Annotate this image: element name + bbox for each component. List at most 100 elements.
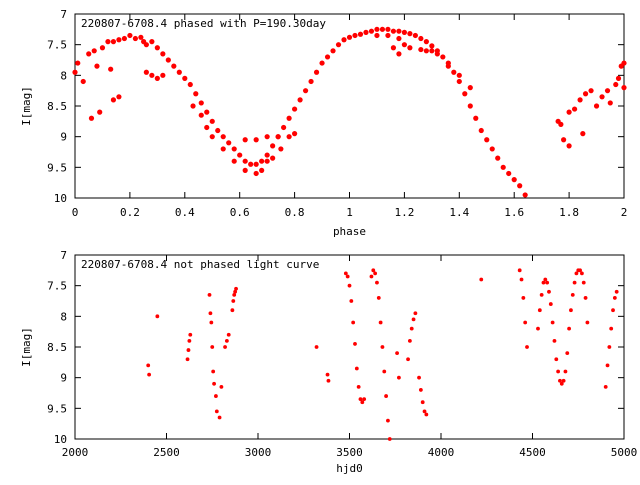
data-point — [357, 31, 364, 37]
data-point — [248, 161, 254, 167]
data-point — [374, 26, 380, 32]
data-point — [407, 31, 413, 37]
data-point — [422, 409, 427, 414]
data-point — [253, 170, 259, 177]
y-tick-label: 9.5 — [47, 402, 67, 415]
data-point — [149, 39, 155, 45]
data-point — [232, 292, 237, 297]
x-tick-label: 3000 — [245, 446, 272, 459]
data-point — [286, 134, 292, 140]
x-tick-label: 4500 — [519, 446, 546, 459]
data-point — [614, 289, 619, 294]
data-point — [160, 51, 166, 57]
data-point — [259, 167, 265, 173]
data-points — [146, 268, 619, 441]
data-point — [155, 314, 160, 319]
data-point — [609, 326, 614, 331]
data-point — [511, 177, 517, 183]
data-point — [91, 48, 97, 54]
data-point — [226, 332, 231, 337]
data-point — [358, 397, 363, 402]
data-point — [580, 271, 584, 276]
y-tick-label: 7 — [60, 8, 67, 21]
data-point — [165, 57, 171, 63]
data-point — [423, 39, 429, 45]
data-point — [160, 72, 166, 78]
y-tick-label: 9.5 — [47, 161, 67, 174]
y-tick-label: 10 — [54, 192, 67, 205]
data-point — [132, 35, 138, 42]
data-point — [593, 103, 600, 109]
data-point — [209, 320, 214, 325]
data-point — [378, 320, 383, 325]
data-point — [226, 140, 232, 146]
data-point — [275, 134, 281, 140]
data-point — [97, 109, 103, 115]
data-point — [417, 375, 421, 380]
x-tick-label: 0.2 — [120, 206, 140, 219]
data-point — [445, 63, 451, 69]
unphased-light-curve-plot: 2000 2500 3000 3500 4000 4500 5000 7 7.5 8 8.5 9 9.5… — [20, 249, 637, 475]
data-point — [219, 384, 224, 389]
data-point — [149, 72, 155, 78]
data-point — [281, 124, 287, 131]
data-point — [105, 39, 111, 45]
data-point — [182, 75, 188, 81]
data-point — [429, 43, 435, 49]
data-point — [418, 35, 424, 42]
data-point — [72, 69, 78, 75]
data-point — [613, 81, 619, 88]
data-point — [605, 363, 610, 368]
data-point — [556, 369, 561, 374]
data-point — [547, 289, 551, 294]
data-point — [121, 35, 128, 42]
data-point — [397, 375, 401, 380]
data-point — [242, 167, 248, 173]
data-point — [552, 338, 557, 343]
x-tick-label: 0.8 — [285, 206, 305, 219]
y-tick-label: 9 — [60, 372, 67, 385]
data-point — [621, 60, 627, 66]
data-point — [369, 274, 374, 279]
data-point — [94, 63, 100, 69]
data-point — [569, 308, 573, 313]
data-point — [607, 345, 612, 349]
data-point — [231, 158, 237, 164]
x-axis-label: phase — [333, 225, 366, 238]
data-point — [615, 75, 622, 81]
data-point — [517, 183, 523, 189]
data-point — [352, 32, 358, 39]
x-tick-label: 1 — [346, 206, 353, 219]
data-point — [385, 32, 391, 39]
data-point — [270, 155, 276, 161]
data-point — [186, 348, 191, 352]
data-point — [550, 320, 555, 325]
data-point — [215, 127, 221, 134]
data-point — [537, 308, 542, 313]
data-point — [424, 412, 429, 417]
data-point — [231, 146, 237, 152]
data-point — [621, 85, 627, 91]
y-tick-label: 8.5 — [47, 100, 67, 113]
data-point — [326, 378, 331, 383]
data-point — [523, 320, 528, 325]
data-point — [423, 48, 429, 54]
data-point — [297, 97, 303, 103]
data-point — [116, 94, 122, 100]
data-point — [434, 51, 440, 57]
data-point — [519, 277, 524, 282]
data-point — [187, 81, 193, 88]
phased-light-curve-plot: 0 0.2 0.4 0.6 0.8 1 1.2 1.4 1.6 1.8 2 7 7.5 8 8.5 9 9.5 1… — [20, 8, 627, 238]
data-point — [214, 409, 219, 414]
data-point — [599, 94, 605, 100]
data-point — [302, 88, 309, 94]
data-point — [588, 88, 594, 94]
data-point — [347, 283, 352, 288]
data-point — [456, 78, 462, 85]
data-point — [495, 155, 501, 161]
data-point — [376, 296, 381, 300]
data-point — [204, 124, 210, 131]
x-tick-label: 2 — [621, 206, 628, 219]
data-point — [193, 91, 199, 97]
data-point — [292, 106, 298, 112]
